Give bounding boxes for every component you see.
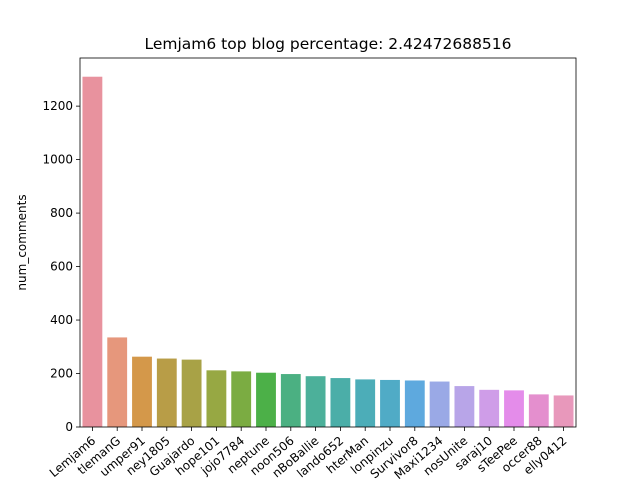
bar-hterMan	[355, 379, 376, 427]
bar-jojo7784	[231, 371, 252, 427]
bar-Lemjam6	[82, 76, 103, 427]
bar-hope101	[206, 370, 227, 427]
chart-title: Lemjam6 top blog percentage: 2.424726885…	[144, 35, 511, 53]
bar-ney1805	[156, 358, 177, 427]
bar-Guajardo	[181, 359, 202, 427]
y-tick-label: 800	[50, 206, 73, 220]
bar-nBoBallie	[305, 376, 326, 427]
bar-lonpinzu	[380, 379, 400, 427]
y-tick-label: 400	[50, 313, 73, 327]
bar-Survivor8	[404, 380, 425, 427]
bar-nosUnite	[454, 386, 475, 427]
bar-tlemanG	[107, 337, 128, 427]
y-tick-label: 0	[65, 420, 73, 434]
x-axis-ticks: Lemjam6tlemanGumper91ney1805Guajardohope…	[47, 427, 570, 480]
bar-occer88	[528, 394, 549, 427]
plot-frame	[79, 57, 577, 428]
y-tick-label: 1000	[42, 153, 73, 167]
bar-lando652	[330, 378, 351, 427]
y-tick-label: 600	[50, 260, 73, 274]
y-axis-ticks: 0 200 400 600 800 1000 1200	[42, 99, 80, 434]
bar-elly0412	[553, 395, 574, 427]
bar-Maxi1234	[429, 381, 450, 427]
bar-noon506	[280, 374, 301, 427]
bars-group	[82, 76, 574, 427]
bar-neptune	[256, 372, 276, 427]
y-tick-label: 200	[50, 367, 73, 381]
y-axis-label: num_comments	[15, 194, 29, 290]
bar-saraj10	[479, 389, 500, 427]
bar-umper91	[132, 356, 152, 427]
y-tick-label: 1200	[42, 99, 73, 113]
bar-sTeePee	[504, 390, 524, 427]
